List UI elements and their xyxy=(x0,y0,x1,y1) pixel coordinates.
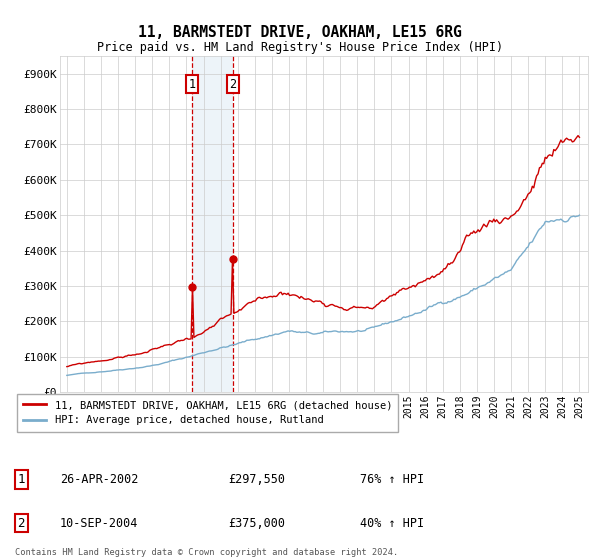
Text: 76% ↑ HPI: 76% ↑ HPI xyxy=(360,473,424,486)
Text: 26-APR-2002: 26-APR-2002 xyxy=(60,473,139,486)
Text: Price paid vs. HM Land Registry's House Price Index (HPI): Price paid vs. HM Land Registry's House … xyxy=(97,41,503,54)
Text: 2: 2 xyxy=(229,78,236,91)
Bar xyxy=(192,56,233,392)
Text: 11, BARMSTEDT DRIVE, OAKHAM, LE15 6RG: 11, BARMSTEDT DRIVE, OAKHAM, LE15 6RG xyxy=(138,25,462,40)
Text: 10-SEP-2004: 10-SEP-2004 xyxy=(60,516,139,530)
Text: 1: 1 xyxy=(17,473,25,486)
Text: £297,550: £297,550 xyxy=(228,473,285,486)
Text: 40% ↑ HPI: 40% ↑ HPI xyxy=(360,516,424,530)
Text: 1: 1 xyxy=(188,78,196,91)
Legend: 11, BARMSTEDT DRIVE, OAKHAM, LE15 6RG (detached house), HPI: Average price, deta: 11, BARMSTEDT DRIVE, OAKHAM, LE15 6RG (d… xyxy=(17,394,398,432)
Text: £375,000: £375,000 xyxy=(228,516,285,530)
Text: Contains HM Land Registry data © Crown copyright and database right 2024.: Contains HM Land Registry data © Crown c… xyxy=(15,548,398,557)
Text: 2: 2 xyxy=(17,516,25,530)
